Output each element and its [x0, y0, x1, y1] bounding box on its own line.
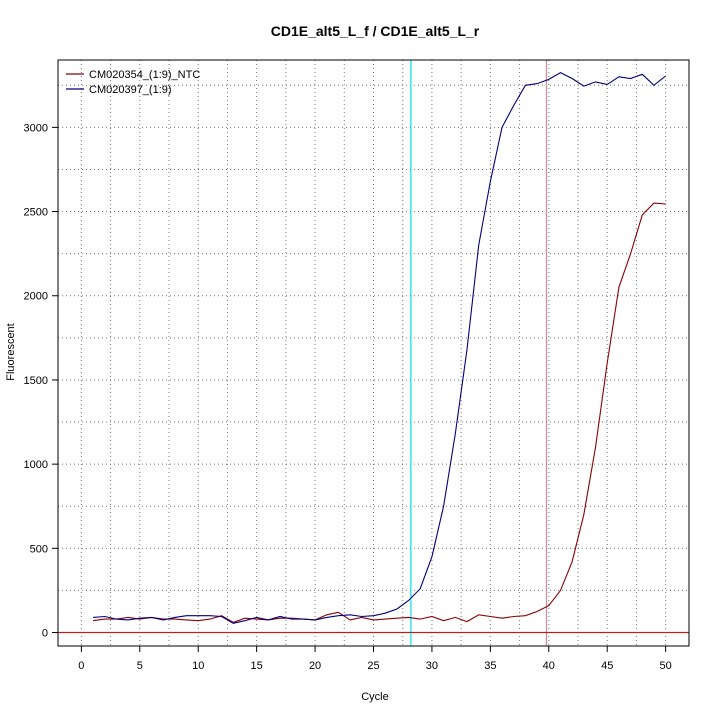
y-axis: 0 500 1000 1500 2000 2500 3000 — [24, 122, 58, 640]
x-axis-label: Cycle — [361, 691, 389, 703]
legend-entry: CM020354_(1:9)_NTC — [89, 69, 200, 81]
x-tick-label: 35 — [484, 660, 496, 672]
y-tick-label: 0 — [42, 628, 48, 640]
x-axis: 0 5 10 15 20 25 30 35 40 45 50 — [78, 646, 672, 672]
x-tick-label: 45 — [601, 660, 613, 672]
x-tick-label: 15 — [251, 660, 263, 672]
vertical-markers — [410, 60, 548, 646]
chart-title: CD1E_alt5_L_f / CD1E_alt5_L_r — [271, 23, 480, 39]
y-tick-label: 2500 — [24, 207, 48, 219]
x-tick-label: 0 — [78, 660, 84, 672]
grid — [58, 60, 689, 646]
legend: CM020354_(1:9)_NTC CM020397_(1:9) — [66, 69, 200, 96]
y-tick-label: 1000 — [24, 459, 48, 471]
x-tick-label: 25 — [367, 660, 379, 672]
series-lines — [93, 71, 666, 624]
x-tick-label: 10 — [192, 660, 204, 672]
legend-entry: CM020397_(1:9) — [89, 84, 172, 96]
y-axis-label: Fluorescent — [5, 323, 17, 380]
y-tick-label: 500 — [30, 543, 48, 555]
y-tick-label: 3000 — [24, 122, 48, 134]
x-tick-label: 40 — [543, 660, 555, 672]
x-tick-label: 50 — [660, 660, 672, 672]
y-tick-label: 1500 — [24, 375, 48, 387]
x-tick-label: 20 — [309, 660, 321, 672]
x-tick-label: 30 — [426, 660, 438, 672]
series-line-2 — [93, 71, 666, 624]
series-line-1 — [93, 202, 666, 624]
y-tick-label: 2000 — [24, 291, 48, 303]
x-tick-label: 5 — [137, 660, 143, 672]
